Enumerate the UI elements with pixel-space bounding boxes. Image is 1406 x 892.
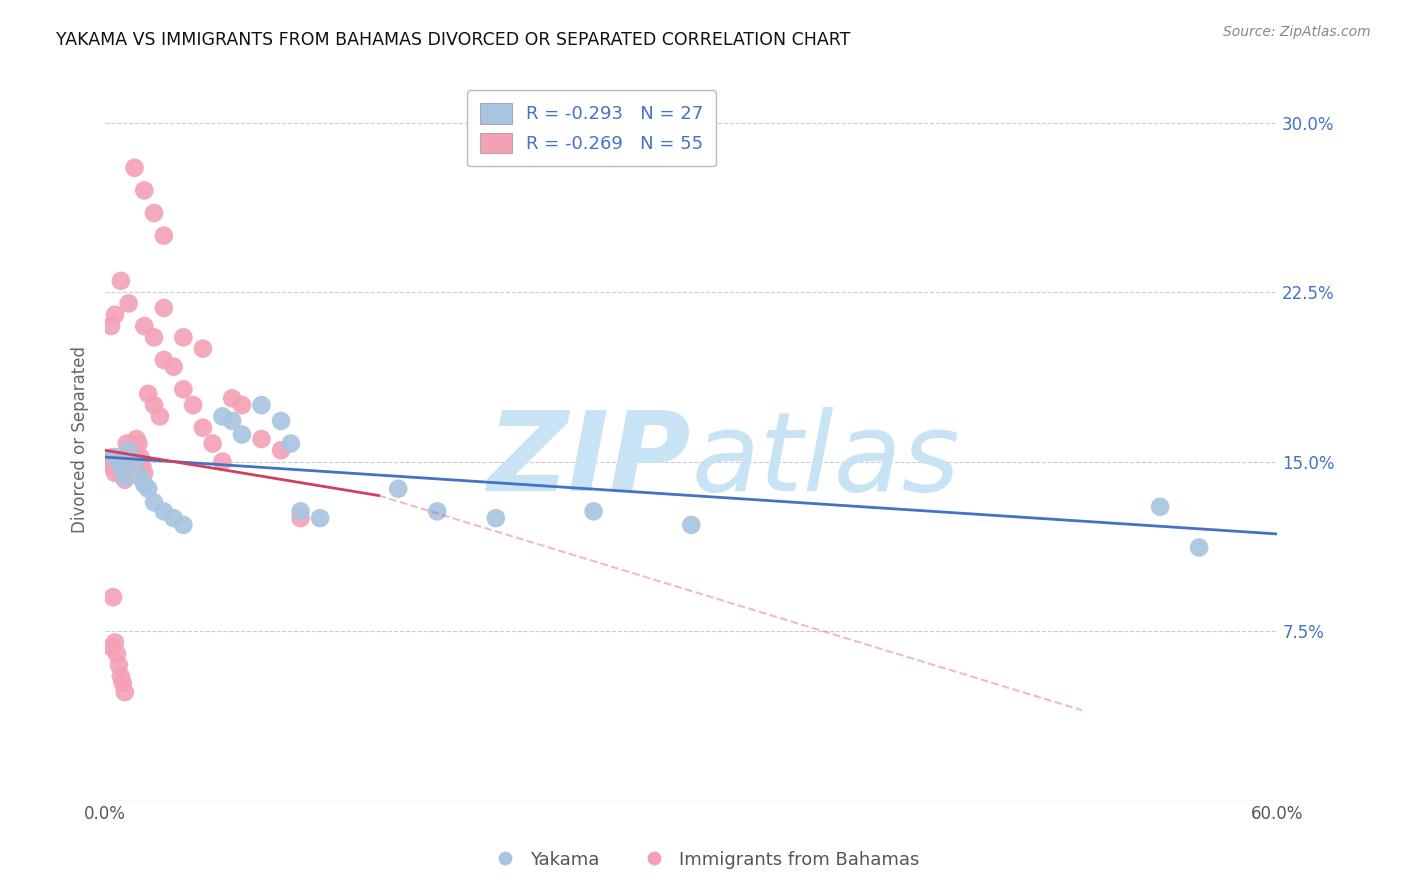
Point [426, 504, 449, 518]
Point [127, 436, 149, 450]
Point [114, 685, 136, 699]
Y-axis label: Divorced or Separated: Divorced or Separated [72, 345, 89, 533]
Point [270, 443, 292, 458]
Point [201, 436, 224, 450]
Point [118, 443, 141, 458]
Text: ZIP: ZIP [488, 408, 692, 514]
Point [191, 342, 214, 356]
Point [181, 398, 204, 412]
Point [124, 161, 146, 175]
Point [118, 296, 141, 310]
Text: YAKAMA VS IMMIGRANTS FROM BAHAMAS DIVORCED OR SEPARATED CORRELATION CHART: YAKAMA VS IMMIGRANTS FROM BAHAMAS DIVORC… [56, 31, 851, 49]
Text: atlas: atlas [692, 408, 960, 514]
Point [211, 455, 233, 469]
Legend: R = -0.293   N = 27, R = -0.269   N = 55: R = -0.293 N = 27, R = -0.269 N = 55 [467, 90, 716, 166]
Point [118, 443, 141, 458]
Point [114, 473, 136, 487]
Point [104, 308, 127, 322]
Point [108, 455, 131, 469]
Point [111, 676, 134, 690]
Point [172, 517, 194, 532]
Point [191, 421, 214, 435]
Point [134, 183, 156, 197]
Point [485, 511, 508, 525]
Point [101, 591, 124, 605]
Point [143, 398, 166, 412]
Point [129, 450, 152, 464]
Point [681, 517, 703, 532]
Point [221, 392, 243, 406]
Point [104, 466, 127, 480]
Point [111, 466, 134, 480]
Point [290, 504, 312, 518]
Point [153, 228, 176, 243]
Point [387, 482, 409, 496]
Point [131, 459, 153, 474]
Text: Source: ZipAtlas.com: Source: ZipAtlas.com [1223, 25, 1371, 39]
Point [1188, 541, 1211, 555]
Point [105, 647, 128, 661]
Point [100, 640, 122, 654]
Point [98, 455, 121, 469]
Point [125, 432, 148, 446]
Point [136, 387, 159, 401]
Point [134, 477, 156, 491]
Point [114, 470, 136, 484]
Point [100, 319, 122, 334]
Point [104, 635, 127, 649]
Point [153, 353, 176, 368]
Point [211, 409, 233, 424]
Point [231, 398, 253, 412]
Point [134, 319, 156, 334]
Point [105, 459, 128, 474]
Point [270, 414, 292, 428]
Point [250, 398, 273, 412]
Point [290, 511, 312, 525]
Point [134, 466, 156, 480]
Point [143, 495, 166, 509]
Point [101, 450, 124, 464]
Point [115, 436, 138, 450]
Point [143, 330, 166, 344]
Point [221, 414, 243, 428]
Point [124, 455, 146, 469]
Point [124, 450, 146, 464]
Point [309, 511, 332, 525]
Point [280, 436, 302, 450]
Point [162, 359, 184, 374]
Point [153, 504, 176, 518]
Point [129, 470, 152, 484]
Point [1149, 500, 1171, 514]
Point [143, 206, 166, 220]
Point [100, 459, 122, 474]
Legend: Yakama, Immigrants from Bahamas: Yakama, Immigrants from Bahamas [479, 844, 927, 876]
Point [172, 330, 194, 344]
Point [108, 658, 131, 673]
Point [120, 450, 142, 464]
Point [136, 482, 159, 496]
Point [582, 504, 605, 518]
Point [162, 511, 184, 525]
Point [110, 274, 132, 288]
Point [110, 459, 132, 474]
Point [104, 450, 127, 464]
Point [121, 459, 143, 474]
Point [250, 432, 273, 446]
Point [231, 427, 253, 442]
Point [153, 301, 176, 315]
Point [110, 459, 132, 474]
Point [149, 409, 172, 424]
Point [110, 669, 132, 683]
Point [172, 382, 194, 396]
